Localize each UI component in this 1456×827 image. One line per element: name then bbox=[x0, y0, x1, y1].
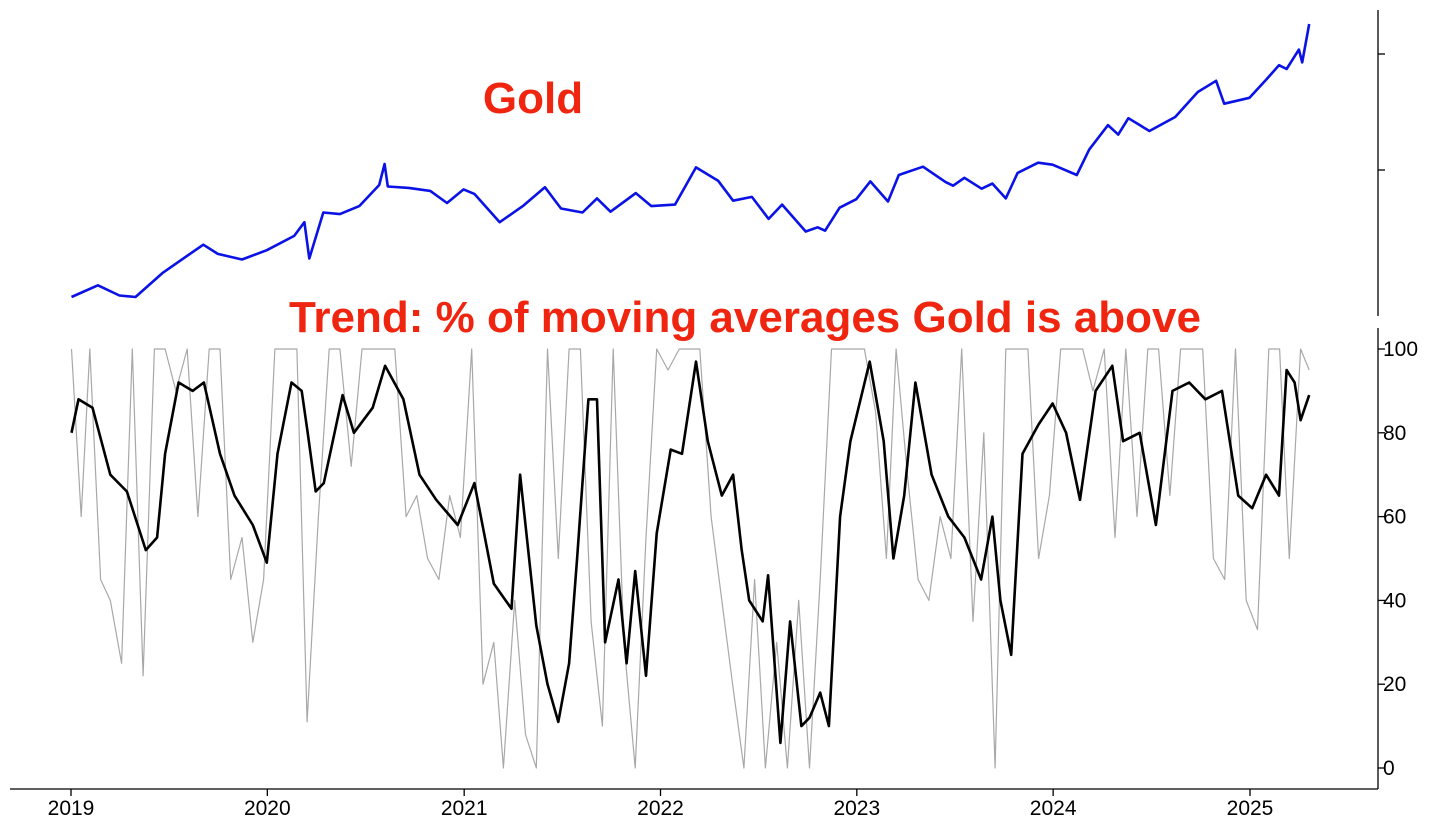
y-tick-label: 80 bbox=[1383, 422, 1406, 445]
x-tick-label: 2023 bbox=[833, 797, 880, 820]
x-tick-label: 2020 bbox=[244, 797, 291, 820]
y-tick-label: 0 bbox=[1383, 757, 1395, 780]
x-tick-label: 2019 bbox=[48, 797, 95, 820]
y-tick-label: 20 bbox=[1383, 673, 1406, 696]
x-tick-label: 2021 bbox=[441, 797, 488, 820]
x-tick-label: 2024 bbox=[1030, 797, 1077, 820]
price-series-layer bbox=[70, 23, 1311, 299]
price-chart-title: Gold bbox=[483, 74, 583, 123]
x-tick-label: 2025 bbox=[1227, 797, 1274, 820]
raw-trend-layer bbox=[70, 348, 1310, 769]
trend-chart-title: Trend: % of moving averages Gold is abov… bbox=[289, 293, 1201, 342]
y-tick-label: 100 bbox=[1383, 338, 1418, 361]
y-tick-label: 60 bbox=[1383, 506, 1406, 529]
smoothed-trend-line bbox=[70, 360, 1311, 745]
trend-axes: 0 20 40 60 80 100 2019 2020 2021 2022 2023 2024 2025 bbox=[10, 328, 1418, 820]
price-axis bbox=[1377, 10, 1385, 316]
smoothed-trend-layer bbox=[70, 360, 1311, 745]
x-tick-label: 2022 bbox=[637, 797, 684, 820]
y-tick-label: 40 bbox=[1383, 589, 1406, 612]
gold-price-line bbox=[70, 23, 1311, 299]
raw-trend-line bbox=[70, 348, 1310, 769]
